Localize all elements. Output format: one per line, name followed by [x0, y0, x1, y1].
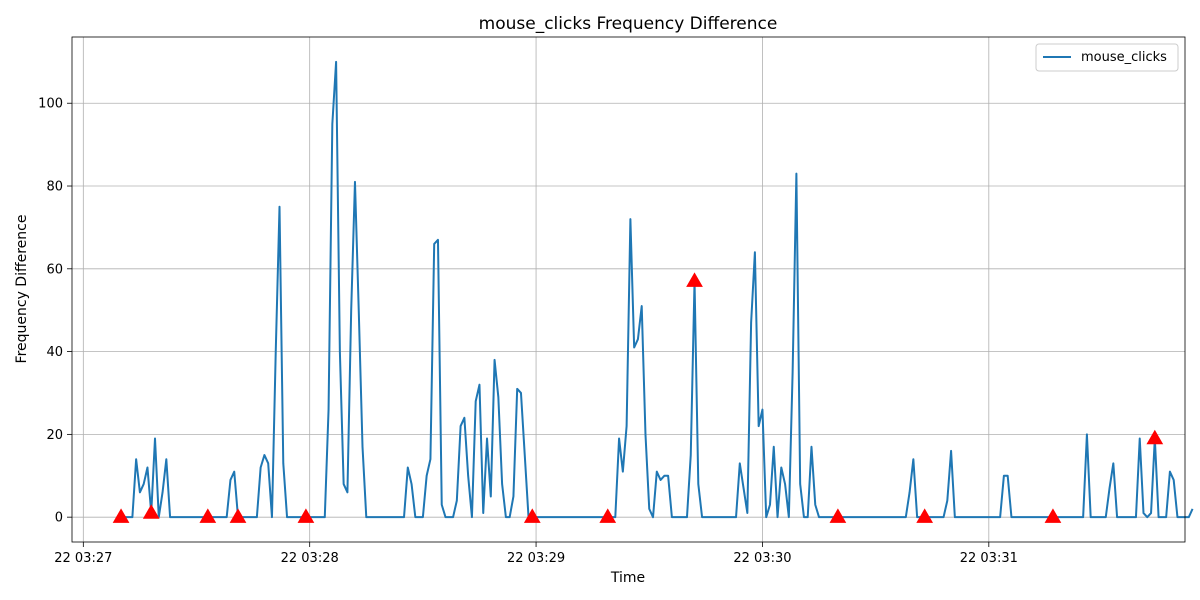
anomaly-marker — [686, 272, 703, 287]
y-tick-label: 80 — [46, 180, 63, 195]
series-line-mouse-clicks — [121, 60, 1194, 519]
anomaly-marker — [829, 508, 847, 523]
legend-box — [1035, 43, 1179, 72]
y-tick-label: 40 — [46, 345, 63, 360]
y-axis-ticks: 0 20 40 60 80 100 — [38, 97, 72, 526]
y-tick-label: 0 — [55, 511, 63, 526]
y-tick-label: 100 — [38, 97, 63, 112]
anomaly-marker — [523, 508, 541, 523]
anomaly-marker — [1044, 508, 1062, 523]
chart-title: mouse_clicks Frequency Difference — [479, 14, 778, 34]
y-tick-label: 20 — [46, 428, 63, 443]
plot-frame — [71, 36, 1186, 543]
anomaly-marker — [1146, 429, 1164, 445]
anomaly-marker — [599, 508, 617, 523]
anomaly-marker — [297, 508, 315, 523]
x-axis-ticks: 22 03:27 22 03:28 22 03:29 22 03:30 22 03:31 — [54, 542, 1018, 566]
x-tick-label: 22 03:27 — [54, 551, 112, 566]
y-tick-label: 60 — [46, 262, 63, 277]
anomaly-marker — [142, 504, 160, 519]
anomaly-marker — [112, 508, 130, 523]
x-tick-label: 22 03:31 — [960, 551, 1018, 566]
x-tick-label: 22 03:28 — [281, 551, 339, 566]
x-axis-label: Time — [610, 570, 645, 586]
anomaly-marker — [199, 508, 217, 523]
legend: mouse_clicks — [1035, 43, 1179, 72]
anomaly-marker — [229, 508, 247, 523]
anomaly-marker — [916, 508, 934, 523]
series-layer — [121, 60, 1194, 519]
marker-layer — [112, 272, 1164, 523]
y-axis-label: Frequency Difference — [14, 215, 30, 364]
x-tick-label: 22 03:29 — [507, 551, 565, 566]
x-tick-label: 22 03:30 — [733, 551, 791, 566]
legend-label-mouse-clicks: mouse_clicks — [1081, 50, 1167, 65]
